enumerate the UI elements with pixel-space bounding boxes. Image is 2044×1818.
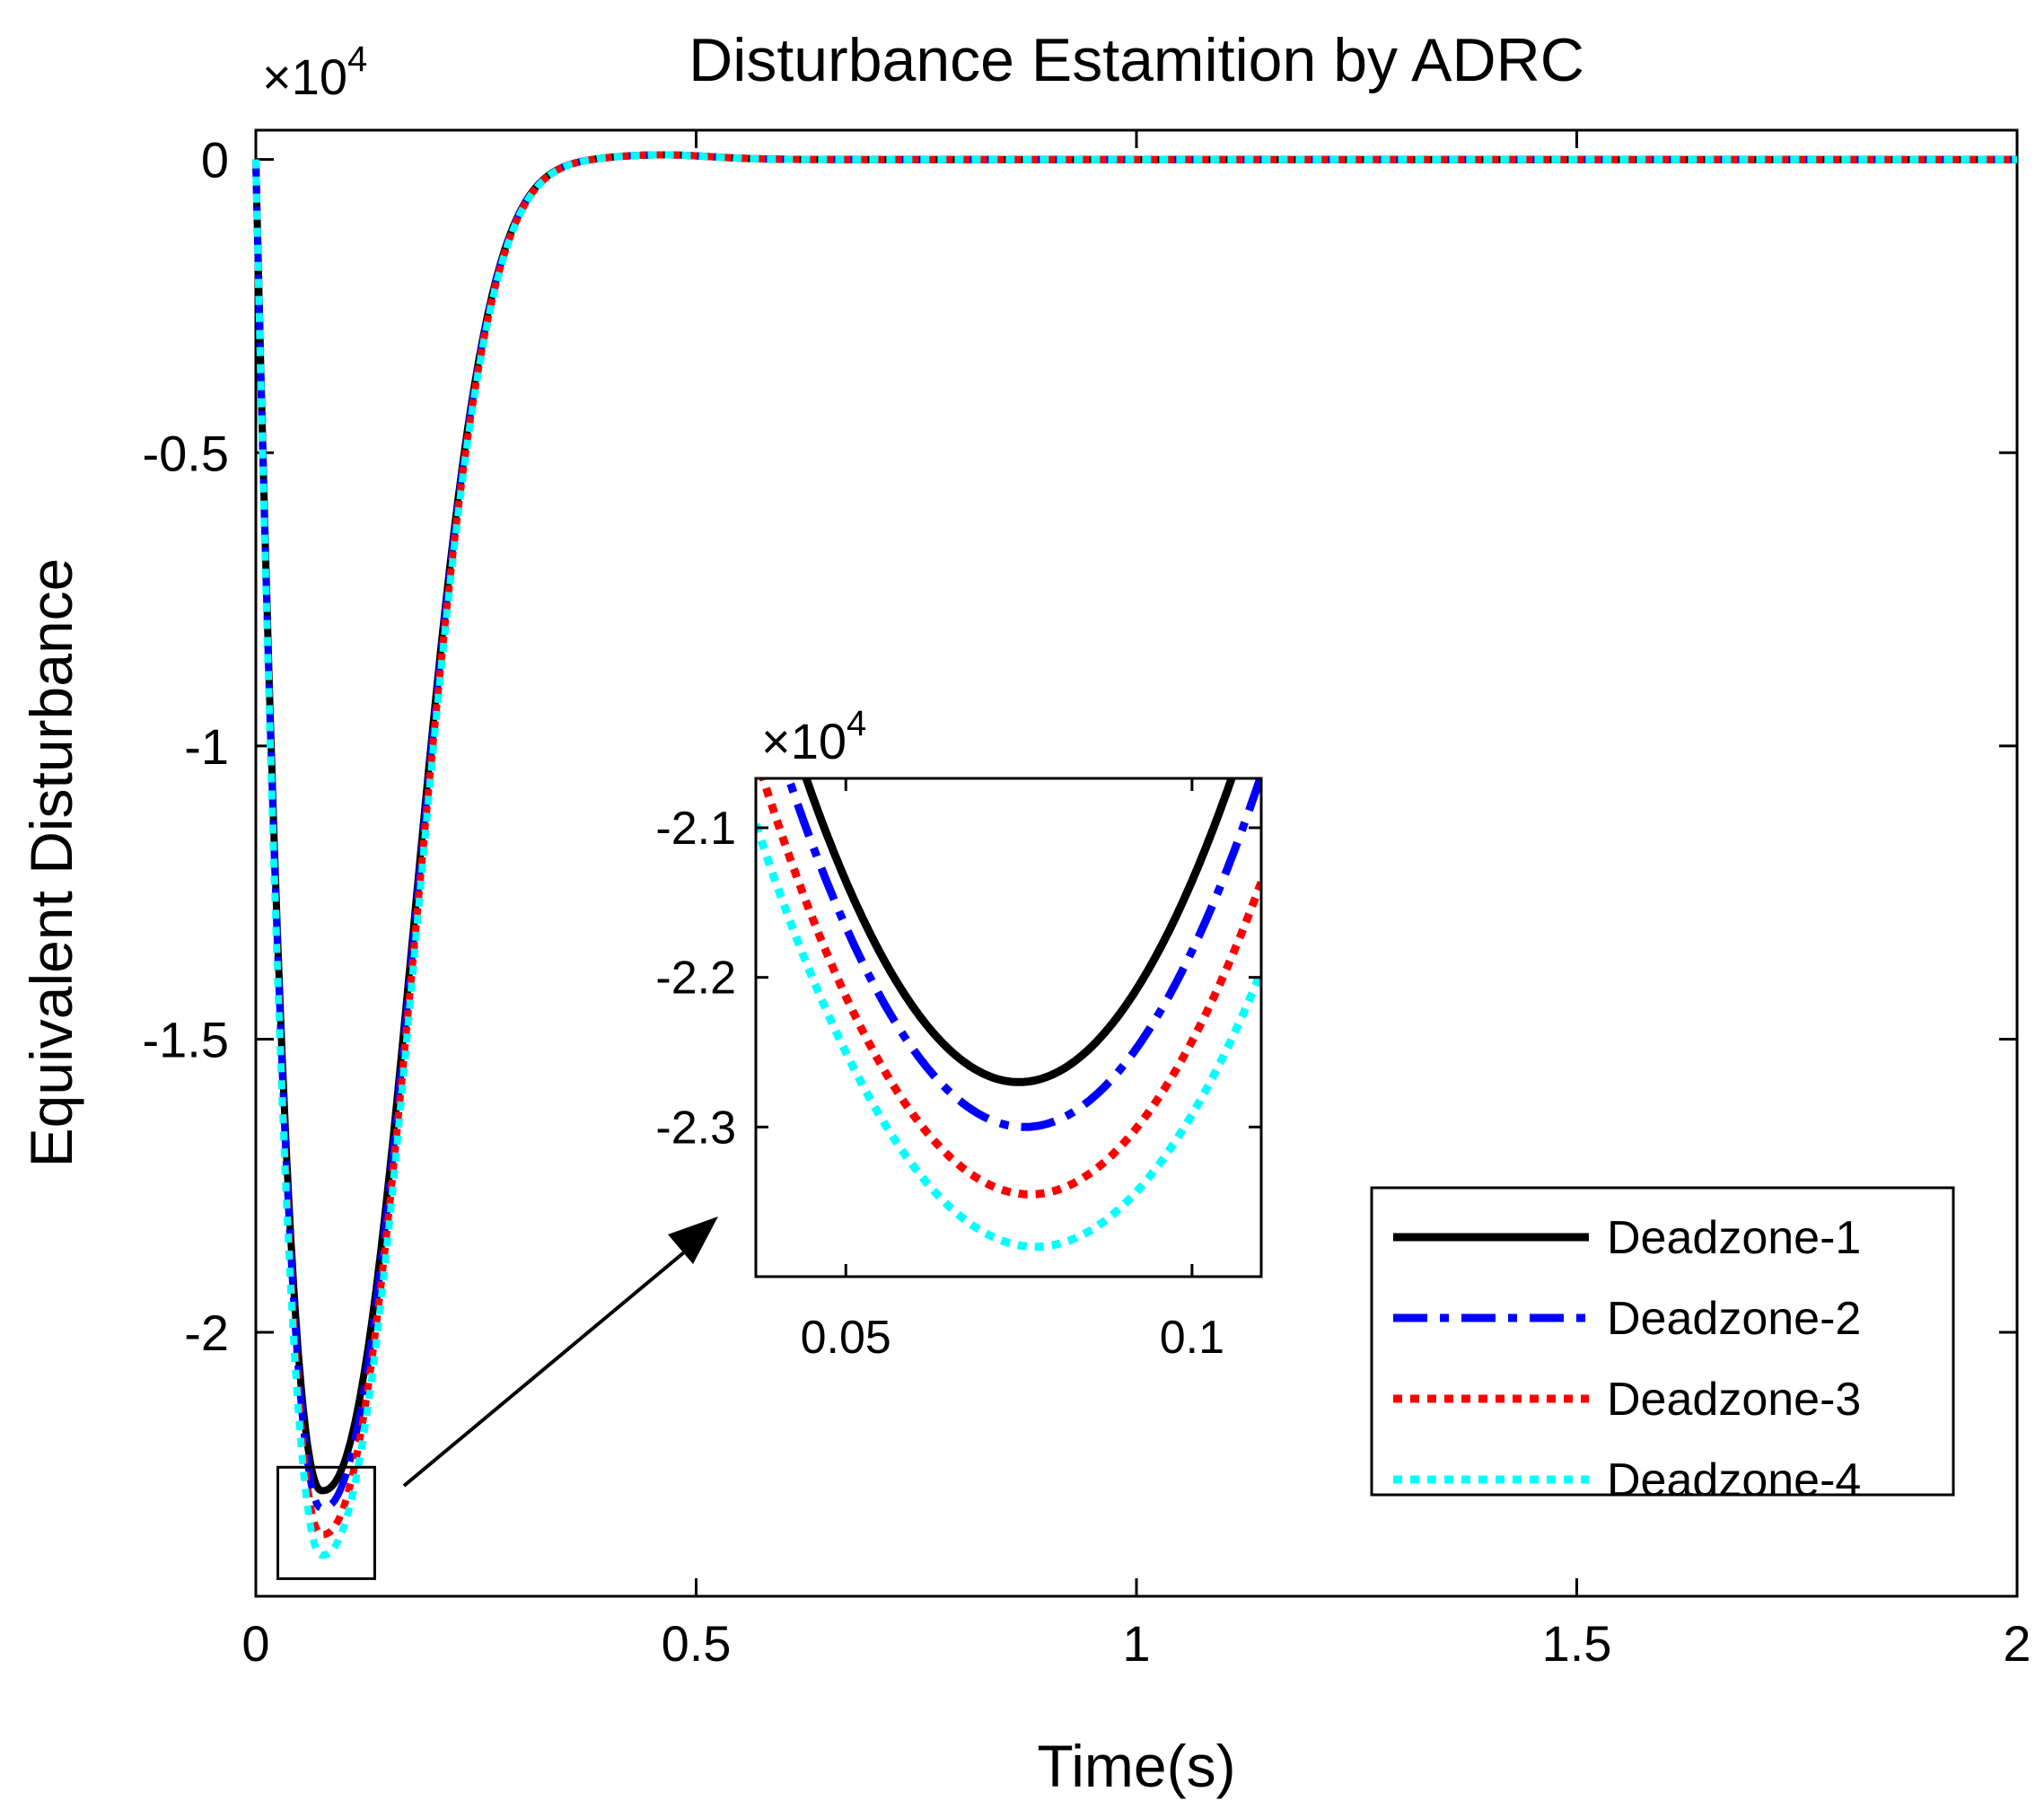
x-tick-label: 0.5 (662, 1615, 732, 1672)
y-tick-label: -0.5 (143, 425, 230, 481)
x-tick-label: 2 (2003, 1615, 2031, 1672)
inset-plot-frame (754, 777, 1263, 1278)
inset-ticks (756, 778, 1261, 1277)
inset-y-tick-label: -2.3 (655, 1102, 736, 1154)
zoom-arrow-line (402, 1251, 686, 1488)
inset-y-multiplier-exponent: 4 (847, 704, 866, 743)
y-multiplier-exponent: 4 (347, 40, 367, 79)
legend-label: Deadzone-1 (1607, 1212, 1861, 1264)
inset-y-multiplier-base: ×10 (761, 713, 847, 769)
y-tick-label: -2 (184, 1304, 229, 1361)
x-tick-label: 1.5 (1542, 1615, 1612, 1672)
x-tick-label: 1 (1122, 1615, 1150, 1672)
legend-label: Deadzone-4 (1607, 1454, 1861, 1506)
main-tick-labels: 0 0.5 1 1.5 2 0 -0.5 -1 -1.5 -2 (143, 132, 2031, 1672)
series-line-deadzone-4 (252, 151, 2020, 1559)
main-ticks (254, 130, 2019, 1596)
inset-x-tick-label: 0.1 (1160, 1312, 1224, 1364)
inset-y-multiplier: ×104 (761, 704, 866, 769)
legend-label: Deadzone-3 (1607, 1374, 1861, 1426)
series-line-deadzone-3 (252, 151, 2020, 1539)
inset-x-tick-label: 0.05 (801, 1312, 891, 1364)
y-multiplier: ×104 (262, 40, 367, 105)
inset-series-line-deadzone-3 (759, 778, 1261, 1199)
inset-y-tick-label: -2.1 (655, 803, 736, 855)
y-tick-label: -1.5 (143, 1011, 230, 1067)
x-tick-label: 0 (241, 1615, 269, 1672)
legend-items: Deadzone-1 Deadzone-2 Deadzone-3 Deadzone-4 (1393, 1212, 1861, 1506)
inset-series-line-deadzone-1 (802, 778, 1236, 1086)
inset-series-line-deadzone-4 (756, 822, 1261, 1252)
legend-label: Deadzone-2 (1607, 1293, 1861, 1345)
y-axis-label: Equivalent Disturbance (18, 558, 84, 1168)
inset-series-line-deadzone-2 (784, 778, 1261, 1131)
y-multiplier-base: ×10 (262, 48, 347, 105)
main-series-group (252, 151, 2020, 1559)
inset-y-tick-label: -2.2 (655, 953, 736, 1005)
zoom-arrow-head (668, 1216, 718, 1264)
zoom-region-box (276, 1465, 376, 1580)
inset-tick-labels: 0.05 0.1 -2.1 -2.2 -2.3 (655, 803, 1224, 1364)
y-tick-label: -1 (184, 718, 229, 775)
y-tick-label: 0 (201, 132, 229, 189)
chart-title: Disturbance Estamition by ADRC (689, 26, 1584, 94)
x-axis-label: Time(s) (1037, 1733, 1235, 1799)
inset-series-group (756, 778, 1261, 1252)
